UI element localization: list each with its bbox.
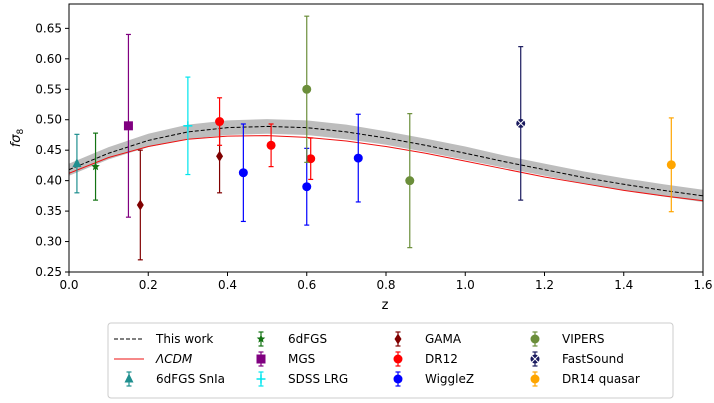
- legend-item: VIPERS: [530, 331, 605, 347]
- marker-diamond: [216, 150, 224, 162]
- marker-circle: [215, 117, 225, 127]
- series-6dfgs: [91, 132, 100, 201]
- series-vipers: [302, 15, 415, 249]
- y-tick-label: 0.45: [35, 143, 62, 157]
- series-dr12: [215, 97, 316, 181]
- marker-circle: [666, 160, 676, 170]
- legend-label: DR14 quasar: [562, 372, 640, 386]
- marker-circle: [238, 168, 248, 178]
- legend-label: ΛCDM: [155, 352, 193, 366]
- marker-circle: [393, 354, 403, 364]
- marker-triangle: [124, 373, 134, 383]
- legend-label: FastSound: [562, 352, 624, 366]
- x-tick-label: 0.2: [139, 278, 158, 292]
- legend-label: DR12: [425, 352, 458, 366]
- legend-item: MGS: [256, 351, 315, 367]
- marker-square: [123, 121, 133, 131]
- legend-label: 6dFGS: [288, 332, 327, 346]
- legend-item: SDSS LRG: [256, 371, 348, 387]
- y-tick-label: 0.25: [35, 265, 62, 279]
- confidence-band: [69, 119, 703, 202]
- series-fastsound: [516, 46, 526, 201]
- x-tick-label: 0.0: [59, 278, 78, 292]
- series-wigglez: [238, 113, 363, 226]
- marker-circle: [306, 154, 316, 164]
- x-tick-label: 0.4: [218, 278, 237, 292]
- legend-label: 6dFGS SnIa: [156, 372, 225, 386]
- y-tick-label: 0.30: [35, 235, 62, 249]
- marker-star: [256, 334, 266, 343]
- y-tick-label: 0.50: [35, 113, 62, 127]
- marker-square: [256, 354, 266, 364]
- marker-star: [91, 162, 100, 171]
- plot-clip: [69, 119, 703, 202]
- x-axis-label: z: [382, 298, 389, 313]
- series-6dfgs-snia: [72, 133, 82, 194]
- y-tick-label: 0.60: [35, 52, 62, 66]
- x-tick-label: 1.4: [614, 278, 633, 292]
- x-tick-label: 1.2: [535, 278, 554, 292]
- x-tick-label: 0.6: [297, 278, 316, 292]
- y-tick-label: 0.55: [35, 82, 62, 96]
- y-tick-label: 0.65: [35, 21, 62, 35]
- series-sdss-lrg: [183, 76, 193, 176]
- legend-item: DR14 quasar: [530, 371, 640, 387]
- marker-circle: [302, 84, 312, 94]
- x-tick-label: 1.0: [456, 278, 475, 292]
- marker-x2: [531, 355, 539, 363]
- legend-item: ΛCDM: [114, 352, 193, 366]
- legend-item: WiggleZ: [393, 371, 474, 387]
- marker-circle: [393, 374, 403, 384]
- legend-item: 6dFGS: [256, 331, 327, 347]
- legend-label: VIPERS: [562, 332, 605, 346]
- legend-item: GAMA: [394, 331, 462, 347]
- legend-item: 6dFGS SnIa: [124, 371, 225, 387]
- marker-circle: [405, 176, 415, 186]
- legend-label: MGS: [288, 352, 315, 366]
- y-axis-label: fσ8: [9, 128, 26, 147]
- legend-item: DR12: [393, 351, 458, 367]
- marker-circle: [530, 374, 540, 384]
- marker-circle: [353, 153, 363, 163]
- legend-label: SDSS LRG: [288, 372, 348, 386]
- curve-thiswork: [69, 125, 703, 197]
- marker-x2: [516, 119, 525, 128]
- legend-label: WiggleZ: [425, 372, 474, 386]
- legend-item: This work: [114, 332, 213, 346]
- legend-item: FastSound: [530, 351, 624, 367]
- marker-circle: [266, 140, 276, 150]
- axes: 0.0 0.2 0.4 0.6 0.8 1.0 1.2 1.4 1.6 0.25 0.30 0.35 0…: [35, 3, 713, 292]
- marker-diamond: [136, 199, 144, 211]
- marker-circle: [530, 334, 540, 344]
- series-mgs: [123, 33, 133, 218]
- marker-triangle: [72, 158, 82, 168]
- plot-area: [69, 15, 703, 261]
- curve-cdm: [69, 135, 703, 202]
- legend: This work ΛCDM 6dFGS SnIa 6dFGS MGS SDSS LRG G…: [107, 322, 674, 399]
- legend-label: GAMA: [425, 332, 462, 346]
- y-tick-label: 0.35: [35, 204, 62, 218]
- series-dr14-quasar: [666, 117, 676, 213]
- x-tick-label: 1.6: [693, 278, 712, 292]
- x-tick-label: 0.8: [376, 278, 395, 292]
- marker-circle: [302, 182, 312, 192]
- legend-label: This work: [155, 332, 213, 346]
- y-tick-label: 0.40: [35, 174, 62, 188]
- marker-diamond: [394, 333, 402, 345]
